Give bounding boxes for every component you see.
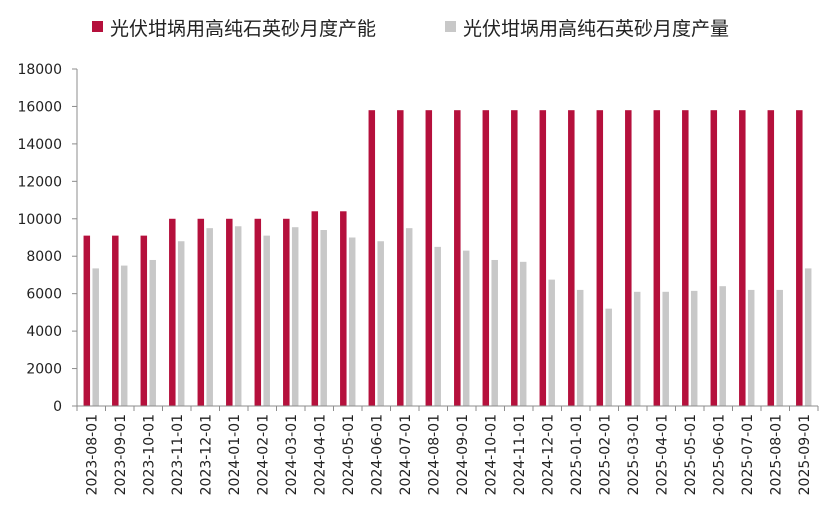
- bar-output-2025-09-01: [804, 268, 812, 406]
- y-tick-label: 0: [53, 399, 62, 415]
- bar-output-2024-06-01: [377, 241, 384, 406]
- x-tick-label: 2024-09-01: [455, 414, 471, 495]
- bar-capacity-2024-10-01: [482, 110, 490, 406]
- bar-output-2024-05-01: [348, 237, 356, 406]
- bar-output-2025-05-01: [690, 290, 698, 406]
- bar-capacity-2024-02-01: [254, 218, 262, 406]
- bar-capacity-2025-03-01: [625, 110, 632, 406]
- x-tick-label: 2024-07-01: [398, 414, 414, 495]
- bar-capacity-2024-07-01: [397, 110, 404, 406]
- x-tick-label: 2025-09-01: [797, 414, 813, 495]
- bar-capacity-2025-04-01: [653, 110, 661, 406]
- bar-capacity-2025-05-01: [682, 110, 689, 406]
- x-tick-label: 2025-04-01: [654, 414, 670, 495]
- x-tick-label: 2024-10-01: [483, 414, 499, 495]
- y-tick-label: 4000: [26, 324, 62, 340]
- legend-swatch-capacity: [92, 21, 103, 32]
- y-tick-label: 10000: [17, 212, 62, 228]
- x-tick-label: 2024-05-01: [341, 414, 357, 495]
- y-tick-label: 14000: [17, 137, 62, 153]
- bar-output-2024-07-01: [405, 228, 413, 406]
- bar-capacity-2023-08-01: [83, 235, 91, 406]
- bar-output-2023-09-01: [120, 265, 128, 406]
- x-tick-label: 2023-12-01: [198, 414, 214, 495]
- x-axis-ticks: 2023-08-01 2023-09-01 2023-10-01 2023-11-01…: [76, 406, 819, 495]
- bar-output-2024-09-01: [462, 250, 470, 406]
- x-tick-label: 2024-12-01: [540, 414, 556, 495]
- bar-capacity-2024-09-01: [454, 110, 461, 406]
- axes: [76, 69, 818, 407]
- x-tick-label: 2023-10-01: [141, 414, 157, 495]
- bar-output-2024-04-01: [320, 230, 327, 406]
- bar-output-2025-02-01: [605, 308, 612, 406]
- bar-output-2025-01-01: [576, 289, 584, 406]
- x-tick-label: 2025-03-01: [626, 414, 642, 495]
- bar-output-2023-11-01: [177, 241, 185, 406]
- x-tick-label: 2025-05-01: [683, 414, 699, 495]
- bar-capacity-2024-12-01: [539, 110, 547, 406]
- bar-capacity-2024-06-01: [368, 110, 376, 406]
- x-tick-label: 2025-02-01: [597, 414, 613, 495]
- bar-output-2025-08-01: [776, 289, 783, 406]
- bar-output-2023-08-01: [92, 268, 99, 406]
- bar-capacity-2025-09-01: [796, 110, 803, 406]
- bar-output-2024-03-01: [291, 227, 299, 406]
- y-tick-label: 6000: [26, 287, 62, 303]
- y-axis-ticks: 0 2000 4000 6000 8000 10000 12000 14000 16000 180…: [17, 62, 77, 415]
- bar-capacity-2025-02-01: [596, 110, 604, 406]
- x-tick-label: 2024-02-01: [255, 414, 271, 495]
- bar-capacity-2024-03-01: [283, 218, 290, 406]
- y-tick-label: 16000: [17, 99, 62, 115]
- bar-output-2025-06-01: [719, 286, 726, 406]
- y-tick-label: 8000: [26, 249, 62, 265]
- bar-capacity-2024-05-01: [340, 211, 347, 406]
- bar-output-2024-10-01: [491, 259, 498, 406]
- legend-swatch-output: [445, 21, 456, 32]
- legend-label-output: 光伏坩埚用高纯石英砂月度产量: [463, 18, 729, 40]
- x-tick-label: 2023-08-01: [84, 414, 100, 495]
- x-tick-label: 2023-09-01: [113, 414, 129, 495]
- bar-output-2023-12-01: [206, 228, 213, 406]
- y-tick-label: 12000: [17, 174, 62, 190]
- bar-capacity-2024-08-01: [425, 110, 433, 406]
- bars: [83, 110, 812, 407]
- x-tick-label: 2024-06-01: [369, 414, 385, 495]
- x-tick-label: 2025-06-01: [711, 414, 727, 495]
- y-tick-label: 2000: [26, 362, 62, 378]
- bar-output-2024-12-01: [548, 279, 555, 407]
- bar-capacity-2025-08-01: [767, 110, 775, 406]
- bar-output-2023-10-01: [149, 259, 156, 406]
- bar-output-2024-01-01: [234, 226, 242, 406]
- x-tick-label: 2024-04-01: [312, 414, 328, 495]
- bar-capacity-2024-04-01: [311, 211, 319, 406]
- bar-capacity-2024-11-01: [511, 110, 518, 406]
- x-tick-label: 2024-08-01: [426, 414, 442, 495]
- x-tick-label: 2024-01-01: [227, 414, 243, 495]
- y-tick-label: 18000: [17, 62, 62, 78]
- bar-output-2024-11-01: [519, 261, 527, 406]
- bar-capacity-2023-10-01: [140, 235, 148, 406]
- bar-capacity-2024-01-01: [226, 218, 233, 406]
- legend: 光伏坩埚用高纯石英砂月度产能 光伏坩埚用高纯石英砂月度产量: [92, 18, 729, 40]
- bar-output-2024-02-01: [263, 235, 270, 406]
- bar-capacity-2023-12-01: [197, 218, 205, 406]
- bar-output-2025-03-01: [633, 291, 641, 406]
- bar-output-2024-08-01: [434, 246, 441, 406]
- x-tick-label: 2023-11-01: [170, 414, 186, 495]
- bar-capacity-2025-01-01: [568, 110, 575, 406]
- bar-capacity-2023-11-01: [169, 218, 176, 406]
- bar-capacity-2025-07-01: [739, 110, 746, 406]
- x-tick-label: 2024-11-01: [512, 414, 528, 495]
- x-tick-label: 2024-03-01: [284, 414, 300, 495]
- x-tick-label: 2025-08-01: [768, 414, 784, 495]
- bar-output-2025-04-01: [662, 291, 669, 406]
- bar-capacity-2025-06-01: [710, 110, 718, 406]
- bar-capacity-2023-09-01: [112, 235, 119, 406]
- x-tick-label: 2025-01-01: [569, 414, 585, 495]
- x-tick-label: 2025-07-01: [740, 414, 756, 495]
- legend-label-capacity: 光伏坩埚用高纯石英砂月度产能: [110, 18, 376, 40]
- bar-output-2025-07-01: [747, 289, 755, 406]
